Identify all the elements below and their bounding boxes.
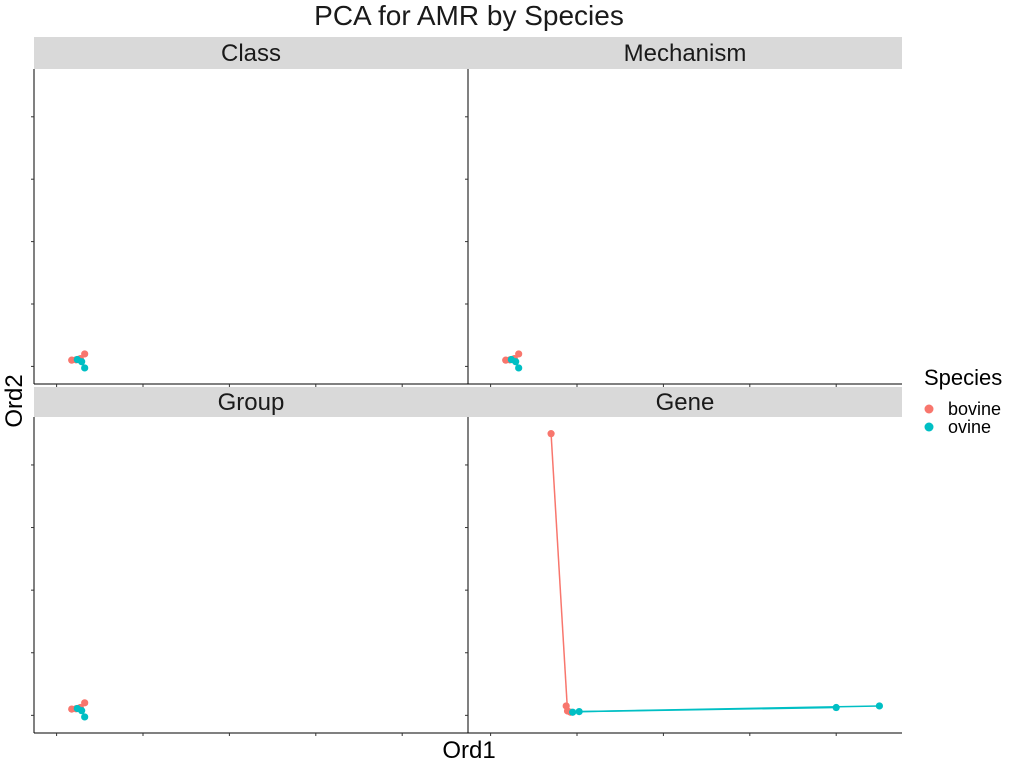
facet-strip — [34, 37, 468, 69]
data-point-ovine — [569, 708, 577, 716]
data-point-ovine — [78, 707, 86, 715]
series-ovine — [569, 702, 884, 716]
data-point-bovine — [81, 699, 89, 707]
facet-panels: Class Mechanism Group Gene — [31, 37, 902, 736]
data-point-ovine — [81, 713, 89, 721]
facet-strip-label: Group — [218, 389, 285, 416]
facet-strip — [34, 387, 468, 417]
x-axis-title: Ord1 — [442, 737, 495, 764]
data-point-ovine — [832, 703, 840, 712]
legend-label-bovine: bovine — [948, 399, 1001, 419]
facet-panel-mechanism: Mechanism — [465, 37, 902, 387]
data-point-ovine — [875, 702, 884, 710]
facet-strip — [468, 37, 902, 69]
legend-key-bovine — [924, 404, 934, 414]
data-point-ovine — [81, 364, 89, 372]
series-bovine — [547, 430, 575, 716]
legend-item-bovine: bovine — [924, 399, 1001, 419]
chart-title: PCA for AMR by Species — [314, 0, 624, 31]
series-ovine — [73, 355, 89, 372]
data-point-ovine — [515, 364, 523, 372]
legend-item-ovine: ovine — [924, 417, 991, 437]
data-point-bovine — [81, 350, 89, 358]
legend: Species bovine ovine — [924, 365, 1002, 437]
data-point-ovine — [512, 358, 520, 366]
legend-title: Species — [924, 365, 1002, 390]
legend-label-ovine: ovine — [948, 417, 991, 437]
data-point-bovine — [515, 350, 523, 358]
facet-strip-label: Class — [221, 40, 281, 67]
facet-panel-gene: Gene — [465, 387, 902, 736]
y-axis-title: Ord2 — [1, 374, 28, 427]
facet-panel-class: Class — [31, 37, 468, 387]
legend-key-ovine — [924, 422, 934, 432]
facet-strip — [468, 387, 902, 417]
series-ovine — [507, 355, 523, 372]
facet-strip-label: Mechanism — [624, 40, 747, 67]
data-point-bovine — [547, 430, 555, 438]
data-point-ovine — [575, 707, 583, 716]
facet-strip-label: Gene — [656, 389, 715, 416]
spider-line — [579, 705, 880, 713]
series-ovine — [73, 704, 89, 721]
spider-line — [550, 433, 569, 712]
data-point-ovine — [78, 358, 86, 366]
facet-panel-group: Group — [31, 387, 468, 736]
